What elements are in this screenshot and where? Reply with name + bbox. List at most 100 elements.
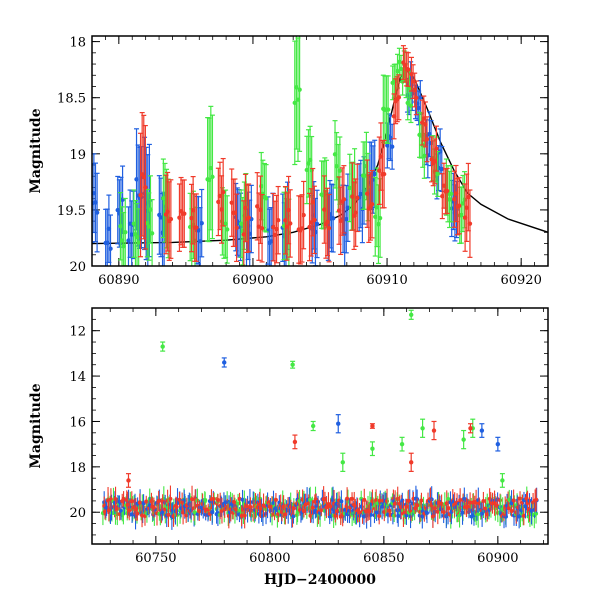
baseline-point [521, 513, 526, 518]
top-plot-frame [91, 35, 549, 267]
x-tick-label: 60890 [98, 273, 139, 288]
data-point [341, 197, 347, 202]
baseline-point [166, 512, 171, 517]
baseline-point [162, 507, 167, 512]
data-point [500, 478, 505, 483]
data-point [448, 191, 454, 196]
baseline-point [441, 510, 446, 515]
data-point [310, 423, 316, 429]
baseline-point [181, 510, 186, 515]
baseline-point [509, 508, 514, 513]
data-point [312, 217, 317, 223]
baseline-point [324, 505, 329, 510]
baseline-point [281, 504, 286, 509]
data-point [439, 166, 444, 172]
baseline-point [258, 506, 263, 511]
baseline-point [127, 508, 132, 513]
x-tick-label: 60900 [477, 551, 518, 566]
baseline-point [291, 514, 296, 519]
baseline-point [350, 496, 355, 501]
data-point [136, 240, 141, 245]
data-point [326, 225, 332, 231]
data-point [259, 226, 265, 231]
baseline-point [283, 512, 288, 517]
baseline-point [393, 501, 398, 506]
baseline-point [121, 496, 126, 501]
baseline-point [129, 499, 134, 504]
baseline-point [240, 497, 245, 502]
data-point [336, 421, 341, 426]
bottom-baseline-band [100, 485, 539, 530]
data-point [377, 215, 383, 221]
y-tick-label: 19 [69, 148, 86, 163]
data-point [414, 95, 419, 101]
baseline-point [534, 511, 539, 516]
data-point [246, 215, 251, 220]
baseline-point [404, 504, 409, 509]
data-point [372, 171, 377, 177]
y-tick-label: 18 [69, 461, 86, 476]
data-point [396, 95, 402, 100]
baseline-point [370, 499, 375, 504]
data-point [395, 68, 400, 74]
baseline-point [498, 498, 503, 503]
baseline-point [413, 506, 418, 511]
data-point [234, 225, 239, 230]
baseline-point [301, 509, 306, 514]
baseline-point [439, 501, 444, 506]
baseline-point [242, 513, 247, 518]
data-point [461, 437, 466, 442]
data-point [468, 426, 473, 431]
data-point [361, 188, 367, 193]
baseline-point [130, 512, 135, 517]
data-point [457, 203, 462, 208]
baseline-point [457, 513, 462, 518]
top-panel: 60890 60900 60910 60920 18 18.5 19 19.5 20 Magni… [28, 35, 549, 288]
baseline-point [232, 499, 237, 504]
baseline-point [244, 504, 249, 509]
data-point [467, 221, 473, 226]
data-point [369, 202, 375, 207]
data-point [123, 229, 128, 235]
baseline-point [211, 496, 216, 501]
baseline-point [223, 500, 228, 505]
data-point [168, 216, 174, 222]
data-point [399, 441, 405, 447]
baseline-point [523, 504, 528, 509]
top-y-axis-title: Magnitude [28, 108, 44, 193]
x-tick-label: 60800 [249, 551, 290, 566]
data-point [108, 246, 113, 251]
bottom-tick-labels: 60750 60800 60850 60900 12 14 16 18 20 [69, 325, 518, 566]
data-point [385, 107, 391, 112]
bottom-plot-frame [91, 307, 549, 545]
data-point [431, 428, 437, 433]
baseline-point [492, 501, 497, 506]
baseline-point [395, 496, 400, 501]
baseline-point [103, 509, 108, 514]
baseline-point [433, 506, 438, 511]
baseline-point [509, 501, 514, 506]
data-point [444, 188, 450, 194]
baseline-point [534, 497, 539, 502]
baseline-point [135, 511, 140, 516]
data-point [314, 221, 320, 227]
data-point [210, 174, 215, 180]
y-tick-label: 18 [69, 36, 86, 51]
baseline-point [151, 505, 156, 510]
top-data-points [92, 36, 473, 266]
baseline-point [374, 498, 379, 503]
data-point [149, 231, 155, 236]
bottom-x-axis-title: HJD−2400000 [264, 572, 376, 588]
baseline-point [273, 506, 278, 511]
bottom-data-points [125, 309, 505, 488]
y-tick-label: 19.5 [57, 204, 86, 219]
data-point [355, 195, 360, 201]
y-tick-label: 12 [69, 325, 86, 340]
baseline-point [382, 509, 387, 514]
baseline-point [345, 496, 350, 501]
baseline-point [429, 503, 434, 508]
baseline-point [137, 500, 142, 505]
data-point [420, 426, 425, 431]
baseline-point [114, 506, 119, 511]
baseline-point [377, 498, 382, 503]
